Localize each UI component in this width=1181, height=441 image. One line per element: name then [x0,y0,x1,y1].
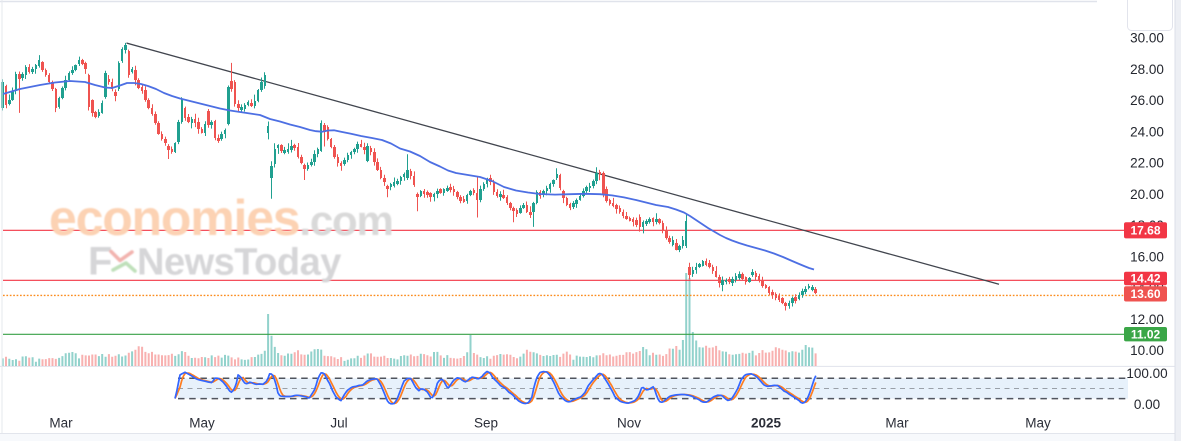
svg-text:NewsToday: NewsToday [137,242,341,284]
svg-text:Sep: Sep [474,415,498,430]
svg-text:13.60: 13.60 [1130,287,1160,301]
svg-text:22.00: 22.00 [1130,156,1164,171]
svg-text:Jul: Jul [330,415,347,430]
svg-text:0.00: 0.00 [1134,397,1160,412]
svg-text:14.42: 14.42 [1130,272,1160,286]
svg-text:17.68: 17.68 [1130,224,1160,238]
svg-text:30.00: 30.00 [1130,31,1164,46]
svg-text:100.00: 100.00 [1126,366,1167,381]
svg-text:Mar: Mar [885,415,909,430]
svg-text:11.02: 11.02 [1131,327,1161,341]
svg-text:16.00: 16.00 [1130,249,1164,264]
svg-text:May: May [189,415,215,430]
svg-text:Mar: Mar [49,415,73,430]
svg-text:2025: 2025 [751,415,782,430]
svg-text:Nov: Nov [617,415,641,430]
svg-text:12.00: 12.00 [1130,312,1164,327]
svg-text:28.00: 28.00 [1130,62,1164,77]
svg-text:F: F [88,240,112,284]
svg-text:26.00: 26.00 [1130,93,1164,108]
svg-text:20.00: 20.00 [1130,187,1164,202]
svg-text:May: May [1025,415,1051,430]
svg-text:24.00: 24.00 [1130,124,1164,139]
svg-text:economies.com: economies.com [49,190,393,246]
svg-text:10.00: 10.00 [1130,343,1164,358]
